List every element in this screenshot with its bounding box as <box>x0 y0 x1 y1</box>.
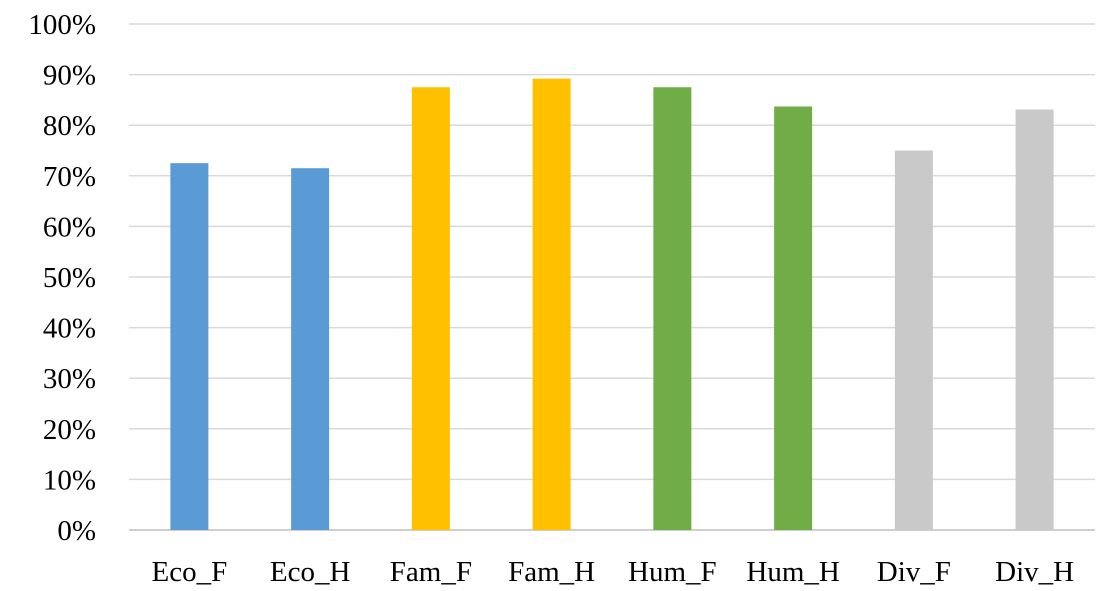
bar-hum-h <box>774 106 813 530</box>
y-tick-label: 60% <box>43 211 96 243</box>
y-tick-label: 10% <box>43 464 96 496</box>
x-tick-label: Fam_H <box>508 556 595 588</box>
bar-div-h <box>1015 109 1054 530</box>
bar-fam-f <box>411 87 450 530</box>
y-tick-label: 20% <box>43 414 96 446</box>
bar-eco-h <box>291 168 330 530</box>
y-tick-label: 40% <box>43 313 96 345</box>
y-tick-label: 50% <box>43 262 96 294</box>
x-tick-label: Hum_H <box>746 556 840 588</box>
y-tick-label: 30% <box>43 363 96 395</box>
gridlines <box>129 23 1095 531</box>
y-tick-label: 70% <box>43 161 96 193</box>
x-tick-label: Eco_H <box>270 556 351 588</box>
x-axis-tick-labels: Eco_F Eco_H Fam_F Fam_H Hum_F Hum_H Div_F Div_H <box>152 556 1075 588</box>
bar-eco-f <box>170 163 209 530</box>
y-axis-tick-labels: 0% 10% 20% 30% 40% 50% 60% 70% 80% 90% 100% <box>28 9 96 547</box>
y-tick-label: 0% <box>57 515 96 547</box>
x-tick-label: Hum_F <box>628 556 717 588</box>
bar-div-f <box>894 150 933 530</box>
bars <box>170 78 1054 530</box>
x-tick-label: Fam_F <box>390 556 472 588</box>
x-tick-label: Div_F <box>877 556 951 588</box>
y-tick-label: 100% <box>28 9 96 41</box>
y-tick-label: 90% <box>43 60 96 92</box>
x-tick-label: Eco_F <box>152 556 228 588</box>
y-tick-label: 80% <box>43 110 96 142</box>
x-tick-label: Div_H <box>995 556 1074 588</box>
bar-hum-f <box>653 87 692 530</box>
bar-fam-h <box>532 78 571 530</box>
